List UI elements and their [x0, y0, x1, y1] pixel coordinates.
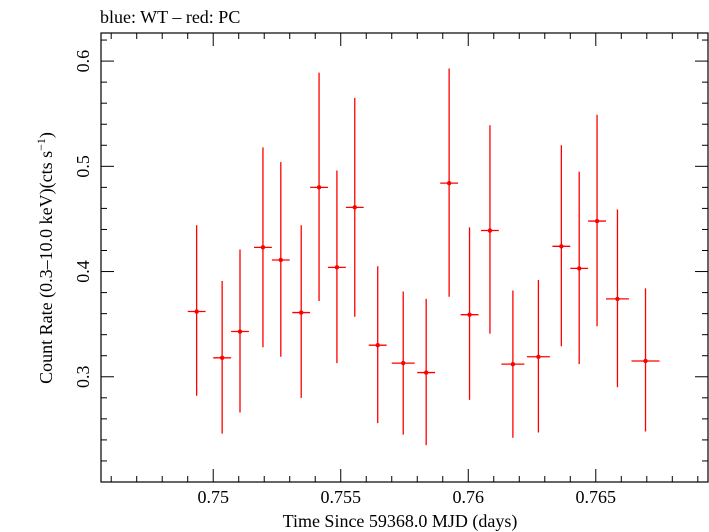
point-marker: [316, 185, 322, 190]
point-marker: [260, 245, 266, 250]
data-point: [368, 266, 387, 424]
data-point: [440, 68, 459, 297]
point-marker: [352, 205, 357, 210]
point-marker: [559, 244, 564, 249]
point-marker: [194, 309, 199, 314]
x-axis-ticks: [110, 33, 699, 482]
data-point: [187, 225, 206, 396]
data-point: [570, 171, 589, 365]
data-points: [187, 68, 660, 446]
data-point: [213, 281, 232, 434]
data-point: [501, 290, 525, 438]
data-point: [391, 291, 415, 435]
data-point: [588, 114, 606, 327]
x-tick-label: 0.765: [576, 487, 617, 507]
point-marker: [510, 361, 516, 367]
point-marker: [401, 360, 406, 366]
point-marker: [278, 257, 284, 263]
point-marker: [615, 296, 620, 302]
data-point: [481, 125, 499, 334]
data-point: [231, 249, 249, 413]
point-marker: [423, 370, 429, 375]
data-point: [460, 227, 479, 400]
point-marker: [299, 310, 304, 315]
data-point: [327, 170, 346, 364]
point-marker: [594, 218, 600, 224]
point-marker: [334, 265, 340, 270]
x-axis-tick-labels: 0.75 0.755 0.76 0.765: [197, 487, 616, 507]
y-axis-label-main: Count Rate (0.3–10.0 keV)(cts s: [36, 151, 57, 384]
y-axis-label-exponent: −1: [34, 138, 48, 151]
data-point: [631, 288, 660, 432]
point-marker: [467, 312, 472, 317]
y-tick-label: 0.3: [73, 366, 93, 389]
x-axis-label: Time Since 59368.0 MJD (days): [283, 511, 518, 532]
x-tick-label: 0.76: [453, 487, 485, 507]
x-tick-label: 0.75: [197, 487, 229, 507]
data-point: [271, 162, 290, 357]
y-axis-ticks: [101, 39, 708, 483]
x-tick-label: 0.755: [320, 487, 361, 507]
data-point: [605, 209, 629, 388]
point-marker: [237, 329, 243, 334]
data-point: [292, 225, 311, 398]
data-point: [526, 279, 550, 433]
y-axis-label-close: ): [36, 132, 57, 138]
point-marker: [536, 354, 541, 359]
point-marker: [643, 358, 648, 364]
plot-frame: [100, 32, 709, 483]
y-tick-label: 0.4: [73, 260, 93, 283]
point-marker: [375, 343, 380, 348]
y-tick-label: 0.6: [73, 50, 93, 73]
y-axis-label: Count Rate (0.3–10.0 keV)(cts s−1): [34, 132, 57, 384]
point-marker: [446, 180, 452, 186]
chart-title: blue: WT – red: PC: [100, 7, 240, 27]
y-axis-tick-labels: 0.3 0.4 0.5 0.6: [73, 50, 93, 388]
point-marker: [487, 228, 493, 233]
data-point: [417, 298, 436, 446]
data-point: [254, 147, 272, 348]
y-tick-label: 0.5: [73, 155, 93, 178]
point-marker: [577, 266, 582, 271]
data-point: [310, 72, 328, 302]
data-point: [552, 145, 571, 347]
data-point: [345, 97, 364, 317]
point-marker: [219, 355, 225, 361]
